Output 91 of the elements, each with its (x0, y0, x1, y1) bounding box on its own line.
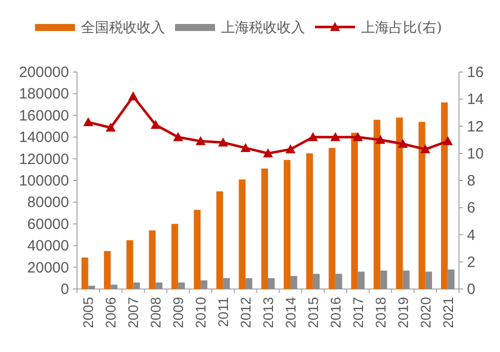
bar (238, 179, 246, 289)
bar (148, 230, 156, 289)
bar (418, 122, 426, 289)
y-tick-label: 100000 (18, 172, 69, 190)
bar (223, 278, 230, 289)
x-tick-label: 2021 (440, 296, 456, 328)
point (263, 148, 273, 158)
bar (402, 270, 410, 289)
x-tick-label: 2009 (170, 296, 186, 328)
point (150, 120, 161, 129)
y-tick-label: 0 (60, 281, 69, 298)
x-tick-label: 2013 (260, 296, 276, 328)
bar (380, 270, 388, 289)
point (218, 138, 228, 147)
bar (268, 278, 275, 289)
point (240, 142, 251, 152)
y-tick-label: 140000 (18, 129, 69, 146)
bar (396, 118, 403, 289)
point (285, 144, 296, 154)
bar (290, 276, 298, 289)
point (173, 132, 184, 142)
legend-label: 上海占比(右) (361, 20, 442, 36)
y2-tick-label: 14 (467, 91, 484, 108)
y2-tick-label: 6 (467, 200, 476, 217)
x-tick-label: 2006 (102, 296, 119, 328)
y-tick-label: 80000 (27, 194, 69, 212)
bar (156, 282, 162, 289)
point (420, 144, 430, 154)
bar (88, 286, 95, 289)
bar (358, 272, 365, 289)
y2-tick-label: 10 (467, 145, 484, 162)
bar (261, 168, 268, 289)
bar (335, 274, 342, 289)
point (375, 134, 386, 144)
bar (81, 258, 88, 289)
point (442, 136, 453, 146)
bar (448, 269, 455, 289)
x-tick-label: 2010 (192, 296, 209, 328)
point (106, 122, 116, 132)
x-tick-label: 2005 (80, 296, 96, 328)
x-tick-label: 2017 (350, 296, 366, 328)
bar (171, 224, 178, 289)
point (352, 132, 363, 142)
bar (110, 284, 118, 289)
bar (351, 132, 358, 289)
legend-label: 全国税收收入 (81, 20, 165, 36)
point (398, 138, 408, 148)
y-tick-label: 200000 (18, 64, 69, 81)
bar (104, 251, 111, 289)
x-tick-label: 2016 (327, 296, 344, 328)
bar (126, 240, 134, 289)
x-tick-label: 2014 (282, 296, 298, 328)
bar (425, 272, 432, 289)
x-tick-label: 2007 (125, 296, 142, 328)
bar (200, 280, 208, 289)
y-tick-label: 180000 (18, 86, 69, 103)
x-tick-label: 2015 (304, 296, 321, 328)
y2-tick-label: 2 (467, 254, 476, 271)
bar (306, 153, 313, 289)
y-tick-label: 60000 (27, 216, 69, 233)
y2-tick-label: 16 (467, 64, 484, 81)
bar (178, 282, 185, 289)
bar (216, 191, 224, 289)
point (83, 117, 94, 126)
bar (246, 278, 252, 289)
y2-tick-label: 12 (467, 118, 484, 136)
bar (312, 274, 320, 289)
x-tick-label: 2012 (238, 296, 254, 328)
y-tick-label: 40000 (27, 238, 69, 255)
x-tick-label: 2019 (394, 296, 411, 328)
point (330, 132, 340, 142)
bar (194, 210, 201, 289)
y2-tick-label: 8 (467, 172, 476, 190)
x-tick-label: 2020 (417, 296, 434, 328)
bar (284, 160, 290, 289)
point (308, 132, 318, 142)
x-tick-label: 2011 (215, 296, 232, 328)
y-tick-label: 160000 (18, 107, 69, 124)
bar (441, 102, 448, 289)
legend-label: 上海税收收入 (221, 20, 305, 36)
point (128, 91, 138, 100)
y2-tick-label: 0 (467, 281, 476, 298)
y-tick-label: 20000 (27, 259, 69, 276)
bar (328, 148, 336, 289)
y-tick-label: 120000 (18, 150, 69, 168)
x-tick-label: 2008 (148, 296, 164, 328)
bar (374, 120, 380, 289)
y2-tick-label: 4 (467, 226, 476, 244)
point (196, 136, 206, 146)
bar (133, 282, 140, 289)
x-tick-label: 2018 (372, 296, 388, 328)
